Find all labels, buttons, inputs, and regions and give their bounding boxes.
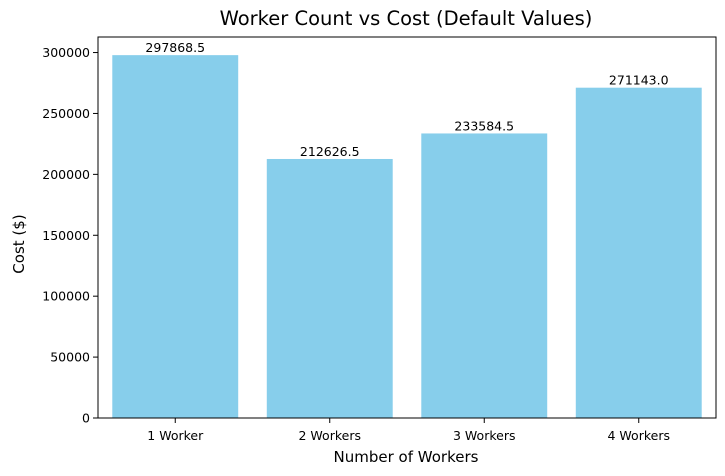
x-tick-label: 3 Workers <box>453 428 515 443</box>
y-tick-label: 0 <box>82 411 90 426</box>
bar-value-label: 271143.0 <box>609 73 669 88</box>
y-tick-label: 150000 <box>42 228 90 243</box>
bar-value-label: 233584.5 <box>454 118 514 133</box>
plot-frame <box>97 36 717 419</box>
bar <box>421 133 548 419</box>
bar <box>575 87 702 419</box>
bar-value-label: 212626.5 <box>300 144 360 159</box>
bar <box>266 158 393 419</box>
y-tick-label: 250000 <box>42 106 90 121</box>
x-tick-label: 2 Workers <box>299 428 361 443</box>
y-tick-label: 300000 <box>42 45 90 60</box>
y-tick-label: 200000 <box>42 167 90 182</box>
y-tick-label: 50000 <box>50 350 90 365</box>
y-axis-title: Cost ($) <box>10 214 28 273</box>
x-axis-title: Number of Workers <box>334 448 479 466</box>
x-tick-label: 1 Worker <box>147 428 204 443</box>
x-tick-label: 4 Workers <box>608 428 670 443</box>
bar-value-label: 297868.5 <box>145 40 205 55</box>
plot-area: 297868.5 1 Worker 212626.5 2 Workers 233584.… <box>42 36 717 443</box>
chart-title: Worker Count vs Cost (Default Values) <box>220 7 593 30</box>
bar <box>112 55 239 418</box>
y-tick-label: 100000 <box>42 289 90 304</box>
